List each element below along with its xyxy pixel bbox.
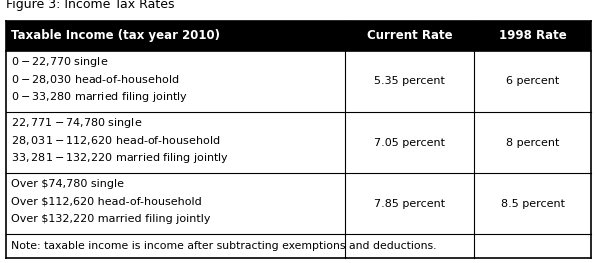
Text: Over $132,220 married filing jointly: Over $132,220 married filing jointly	[11, 214, 210, 224]
Bar	[6, 21, 591, 51]
Text: Current Rate: Current Rate	[367, 29, 453, 42]
Text: Over $74,780 single: Over $74,780 single	[11, 179, 124, 189]
Text: $0 - $22,770 single: $0 - $22,770 single	[11, 55, 108, 69]
Text: $0 - $33,280 married filing jointly: $0 - $33,280 married filing jointly	[11, 90, 188, 104]
Text: Note: taxable income is income after subtracting exemptions and deductions.: Note: taxable income is income after sub…	[11, 241, 436, 251]
Text: 8.5 percent: 8.5 percent	[500, 199, 565, 209]
Text: 7.85 percent: 7.85 percent	[374, 199, 445, 209]
Bar	[6, 51, 591, 112]
Text: Figure 3: Income Tax Rates: Figure 3: Income Tax Rates	[6, 0, 174, 11]
Bar	[6, 234, 591, 258]
Text: $33,281 - $132,220 married filing jointly: $33,281 - $132,220 married filing jointl…	[11, 151, 229, 165]
Bar	[6, 173, 591, 234]
Text: Over $112,620 head-of-household: Over $112,620 head-of-household	[11, 197, 201, 207]
Text: $22,771 - $74,780 single: $22,771 - $74,780 single	[11, 116, 142, 130]
Text: 6 percent: 6 percent	[506, 76, 559, 86]
Text: 8 percent: 8 percent	[506, 138, 559, 148]
Text: $28,031 - $112,620 head-of-household: $28,031 - $112,620 head-of-household	[11, 134, 220, 147]
Text: 5.35 percent: 5.35 percent	[374, 76, 445, 86]
Bar	[6, 112, 591, 173]
Text: 1998 Rate: 1998 Rate	[498, 29, 567, 42]
Text: $0 - $28,030 head-of-household: $0 - $28,030 head-of-household	[11, 73, 179, 86]
Text: 7.05 percent: 7.05 percent	[374, 138, 445, 148]
Text: Taxable Income (tax year 2010): Taxable Income (tax year 2010)	[11, 29, 220, 42]
